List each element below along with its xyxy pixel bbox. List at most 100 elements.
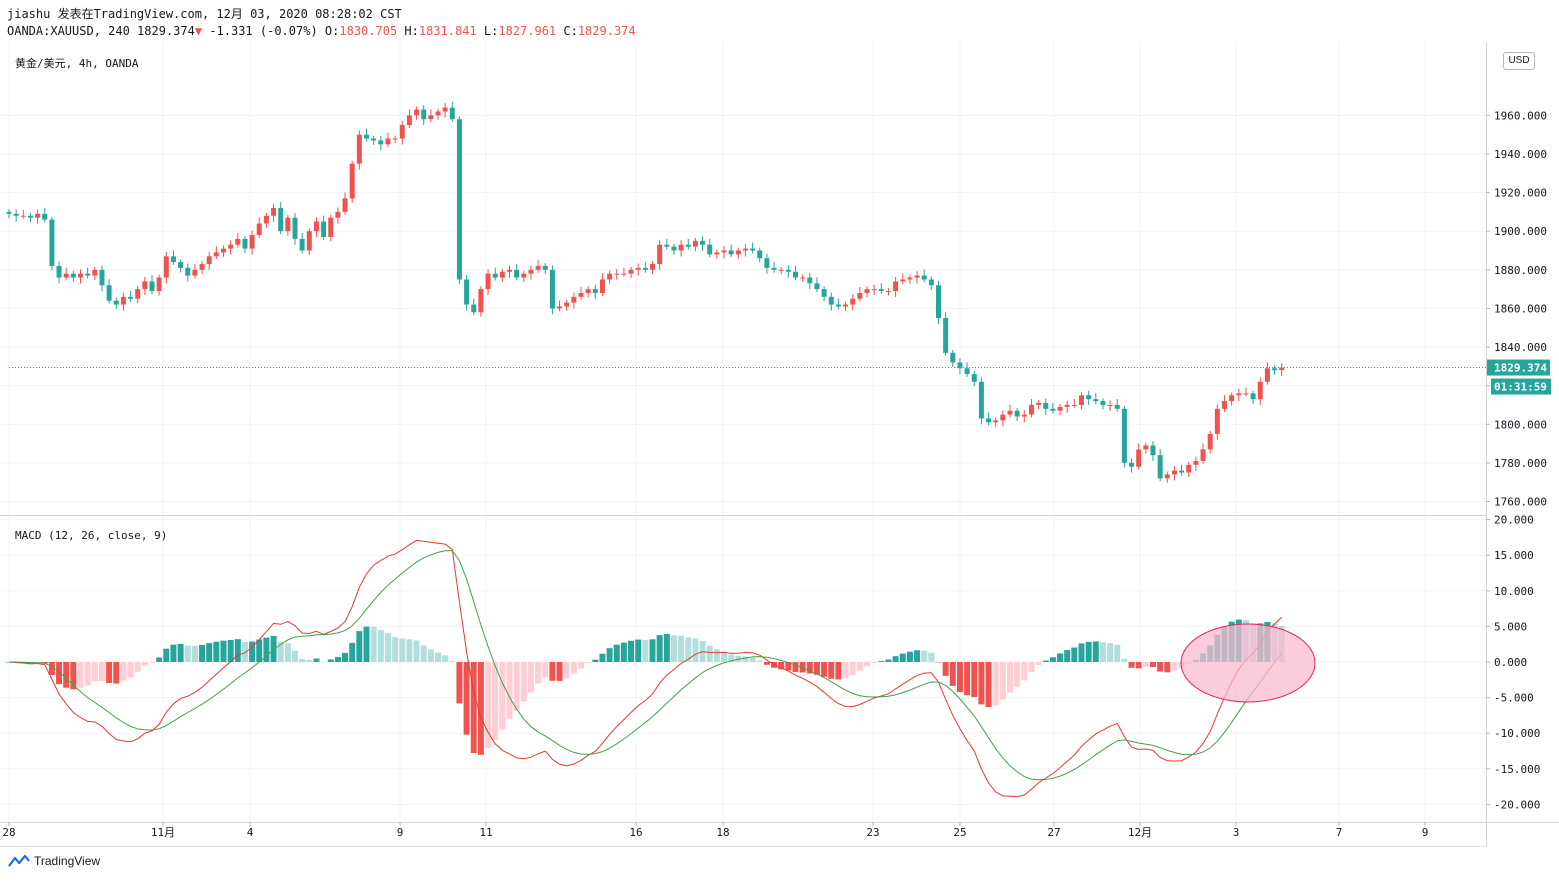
macd-histogram-bar: [842, 662, 849, 679]
macd-histogram-bar: [956, 662, 963, 692]
candle: [342, 192, 348, 215]
candle: [349, 160, 355, 203]
candle-body: [70, 273, 76, 278]
candle: [1236, 388, 1242, 402]
macd-histogram-bar: [220, 640, 227, 662]
candle: [485, 269, 491, 296]
candle: [1043, 398, 1049, 415]
candle-body: [950, 352, 956, 363]
candle-body: [156, 277, 162, 292]
candle-body: [99, 269, 105, 286]
macd-histogram-bar: [856, 662, 863, 671]
macd-tick-label: 10.000: [1494, 585, 1534, 598]
candle: [92, 266, 98, 281]
candle-body: [306, 231, 312, 251]
candle: [120, 292, 126, 311]
candle-body: [843, 304, 849, 307]
macd-histogram-bar: [821, 662, 828, 677]
candle-body: [149, 281, 155, 292]
macd-histogram-bar: [1099, 642, 1106, 662]
candle: [857, 286, 863, 302]
currency-button[interactable]: USD: [1503, 52, 1535, 70]
candle: [1071, 398, 1077, 408]
candle-body: [20, 215, 26, 217]
macd-histogram-bar: [406, 639, 413, 662]
last-price-text: 1829.374: [1494, 362, 1547, 375]
candle: [549, 265, 555, 315]
candle: [213, 246, 219, 260]
candle: [449, 101, 455, 123]
candle-body: [1121, 408, 1127, 463]
candle-body: [13, 213, 19, 216]
candle: [335, 207, 341, 224]
candle: [6, 208, 12, 219]
macd-legend[interactable]: MACD (12, 26, close, 9): [15, 529, 168, 542]
macd-histogram-bar: [106, 662, 113, 683]
candle-body: [700, 240, 706, 245]
candle-body: [542, 265, 548, 270]
macd-histogram-bar: [914, 650, 921, 662]
macd-histogram-bar: [878, 661, 885, 662]
candle: [778, 266, 784, 275]
macd-histogram-bar: [742, 656, 749, 662]
candle-body: [63, 273, 69, 278]
macd-histogram-bar: [435, 652, 441, 662]
candle-body: [514, 269, 520, 278]
time-tick-label: 25: [953, 826, 966, 839]
macd-histogram-bar: [971, 662, 978, 697]
price-tick-label: 1920.000: [1494, 187, 1547, 200]
macd-histogram-bar: [999, 662, 1006, 700]
candle-body: [263, 215, 269, 224]
candle-body: [642, 267, 648, 270]
time-tick-label: 3: [1233, 826, 1240, 839]
candle: [821, 286, 827, 302]
candle-body: [893, 281, 899, 292]
candle: [106, 279, 112, 304]
price-legend[interactable]: 黄金/美元, 4h, OANDA: [15, 57, 139, 70]
macd-histogram-bar: [520, 662, 527, 702]
candle-body: [1214, 408, 1220, 434]
macd-histogram-bar: [527, 662, 534, 693]
candle: [735, 247, 741, 259]
tradingview-logo[interactable]: TradingView: [8, 854, 100, 868]
close-label: C:: [563, 24, 578, 38]
candle: [192, 263, 198, 279]
candle-body: [478, 289, 484, 313]
candle-body: [335, 211, 341, 218]
macd-histogram-bar: [327, 659, 334, 662]
candle: [278, 202, 284, 235]
candle: [285, 214, 291, 236]
countdown-tag: [1491, 378, 1551, 395]
candle: [628, 266, 634, 279]
candle-body: [585, 289, 591, 293]
candle-body: [1079, 395, 1084, 405]
candle-body: [621, 273, 627, 275]
candle: [1257, 377, 1263, 406]
macd-histogram-bar: [1007, 662, 1013, 693]
candle: [1157, 449, 1163, 482]
macd-histogram-bar: [721, 651, 727, 662]
candle-body: [814, 283, 820, 290]
macd-histogram-bar: [1049, 657, 1056, 662]
low-value: 1827.961: [498, 24, 557, 38]
candle-body: [56, 265, 62, 278]
macd-histogram-bar: [227, 639, 234, 662]
macd-histogram-bar: [949, 662, 956, 686]
candle-body: [456, 119, 462, 280]
candle: [471, 298, 477, 316]
candle: [1086, 390, 1092, 406]
macd-histogram-bar: [1107, 643, 1114, 662]
candles: [6, 101, 1486, 483]
candle-body: [664, 244, 670, 247]
macd-histogram-bar: [342, 652, 349, 662]
change-value: -1.331 (-0.07%): [209, 24, 318, 38]
candle: [757, 247, 763, 263]
candle: [306, 228, 312, 255]
candle-body: [878, 289, 884, 292]
candle-body: [342, 198, 348, 212]
macd-histogram-bar: [635, 639, 642, 662]
candle: [20, 209, 26, 219]
candle-body: [943, 318, 949, 353]
candle-body: [778, 269, 784, 271]
